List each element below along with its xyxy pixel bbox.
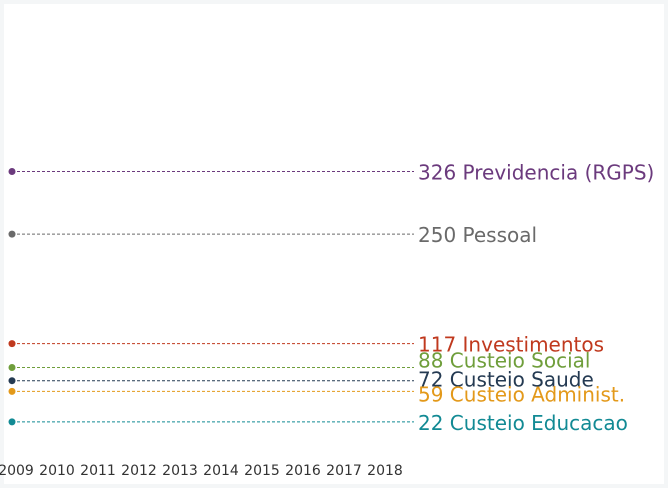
series-label: 59 Custeio Administ. <box>418 382 625 406</box>
series-label: 250 Pessoal <box>418 223 537 247</box>
series-pessoal: 250 Pessoal <box>8 223 537 247</box>
x-tick-label-2015: 2015 <box>244 463 280 479</box>
x-axis: 2009 2010 2011 2012 2013 2014 2015 2016 2017 2018 <box>0 463 403 479</box>
data-point <box>8 387 16 395</box>
series-label: 117 Investimentos <box>418 333 604 357</box>
series-label: 88 Custeio Social <box>418 349 590 373</box>
series-layer: 326 Previdencia (RGPS) 250 Pessoal 117 Inv… <box>8 161 654 435</box>
series-label: 326 Previdencia (RGPS) <box>418 161 654 185</box>
data-point <box>8 364 16 372</box>
data-point <box>8 340 16 348</box>
x-tick-label-2009: 2009 <box>0 463 34 479</box>
data-point <box>8 230 16 238</box>
x-tick-label-2017: 2017 <box>326 463 362 479</box>
x-tick-label-2012: 2012 <box>121 463 157 479</box>
data-point <box>8 418 16 426</box>
series-investimentos: 117 Investimentos <box>8 333 604 357</box>
data-point <box>8 168 16 176</box>
series-custeio-educacao: 22 Custeio Educacao <box>8 411 628 435</box>
x-tick-label-2018: 2018 <box>367 463 403 479</box>
series-label: 72 Custeio Saude <box>418 368 594 392</box>
x-tick-label-2011: 2011 <box>80 463 116 479</box>
x-tick-label-2013: 2013 <box>162 463 198 479</box>
series-custeio-saude: 72 Custeio Saude <box>8 368 594 392</box>
x-tick-label-2010: 2010 <box>39 463 75 479</box>
series-custeio-administ: 59 Custeio Administ. <box>8 382 625 406</box>
series-custeio-social: 88 Custeio Social <box>8 349 590 373</box>
data-point <box>8 377 16 385</box>
chart-panel <box>4 4 664 484</box>
x-tick-label-2016: 2016 <box>285 463 321 479</box>
x-tick-label-2014: 2014 <box>203 463 239 479</box>
series-previdencia-rgps: 326 Previdencia (RGPS) <box>8 161 654 185</box>
series-label: 22 Custeio Educacao <box>418 411 628 435</box>
